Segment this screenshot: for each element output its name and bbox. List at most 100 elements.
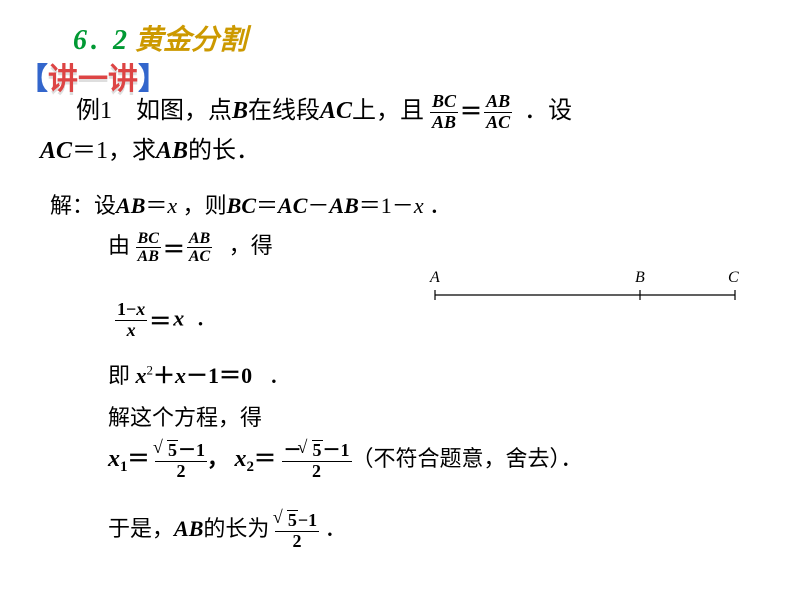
- frac-negroot5-1-2: －5－1 2: [282, 440, 352, 482]
- section-number: 6. 2: [73, 25, 131, 56]
- frac-final: 5−1 2: [275, 510, 319, 552]
- label-B: B: [635, 269, 645, 287]
- num: 1−x: [115, 300, 147, 321]
- sqrt: 5: [302, 440, 323, 461]
- x1: x: [108, 446, 120, 472]
- t4: ．设: [524, 98, 572, 124]
- s1j: AB: [329, 193, 358, 218]
- s5: 解这个方程，得: [108, 405, 262, 430]
- sol-line3: 1−x x ＝x ．: [115, 300, 217, 341]
- t3: 上，且: [352, 98, 424, 124]
- rad: 5: [312, 440, 323, 461]
- m: −: [298, 510, 308, 530]
- frac-bc-ab-2: BC AB: [136, 230, 161, 266]
- s7c: 的长为: [203, 516, 269, 541]
- n: BC: [136, 230, 161, 249]
- eq: ＝: [128, 446, 150, 471]
- s1e: ，则: [177, 193, 227, 218]
- frac-den: AC: [484, 113, 512, 133]
- n1: 1: [117, 299, 126, 319]
- den: 2: [155, 462, 207, 482]
- eq: ＝: [72, 138, 96, 164]
- one: 1: [341, 440, 350, 460]
- var-AB: AB: [156, 138, 188, 164]
- nm: −: [126, 299, 136, 319]
- s2b: ，得: [229, 233, 273, 258]
- num1: 1: [96, 138, 108, 164]
- den: 2: [275, 532, 319, 552]
- label-A: A: [430, 269, 440, 287]
- minus: －: [186, 363, 208, 388]
- var-AC: AC: [320, 98, 352, 124]
- sol-line6: x1＝ 5－1 2 ， x2＝ －5－1 2 （不符合题意，舍去）．: [108, 440, 583, 482]
- rad: 5: [167, 440, 178, 461]
- line-segment-diagram: A B C: [430, 275, 740, 305]
- num: 5−1: [275, 510, 319, 532]
- section-text: 黄金分割: [135, 25, 247, 56]
- eq: ＝: [147, 304, 173, 336]
- zero: 0: [241, 363, 252, 388]
- var-B: B: [232, 98, 248, 124]
- x2: x: [175, 363, 186, 388]
- s2a: 由: [108, 233, 130, 258]
- frac-num: BC: [430, 92, 458, 113]
- rad: 5: [287, 510, 298, 531]
- sub2: 2: [247, 459, 255, 475]
- s4a: 即: [108, 363, 136, 388]
- eq: ＝: [161, 232, 187, 264]
- AB: AB: [174, 516, 203, 541]
- frac-num: AB: [484, 92, 512, 113]
- frac-den: AB: [430, 113, 458, 133]
- eq: ＝: [458, 94, 484, 130]
- t5: ，求: [108, 138, 156, 164]
- frac-root5-1-2: 5－1 2: [155, 440, 207, 482]
- eq: ＝: [254, 446, 276, 471]
- plus: ＋: [153, 363, 175, 388]
- x2: x: [235, 446, 247, 472]
- s1b: AB: [116, 193, 145, 218]
- problem-line1: 例1 如图，点B在线段AC上，且 BC AB ＝ AB AC ．设: [40, 92, 760, 133]
- s1c: ＝: [145, 193, 167, 218]
- dot: ．: [195, 305, 217, 330]
- sqrt: 5: [277, 510, 298, 531]
- dot: ．: [263, 363, 291, 388]
- frac-bc-ab: BC AB: [430, 92, 458, 133]
- s7a: 于是，: [108, 516, 174, 541]
- s1n: x: [414, 193, 424, 218]
- n2: x: [136, 299, 145, 319]
- s1k: ＝: [359, 193, 381, 218]
- s1m: －: [392, 193, 414, 218]
- rhs: x: [173, 305, 184, 330]
- sol-line2: 由 BC AB ＝ AB AC ，得: [108, 228, 273, 266]
- one: 1: [196, 440, 205, 460]
- den: 2: [282, 462, 352, 482]
- one: 1: [208, 363, 219, 388]
- note: （不符合题意，舍去）．: [352, 446, 583, 471]
- var-AC: AC: [40, 138, 72, 164]
- s1d: x: [167, 193, 177, 218]
- frac-ab-ac-2: AB AC: [187, 230, 212, 266]
- s1l: 1: [381, 193, 392, 218]
- comma: ，: [207, 446, 229, 471]
- diagram-svg: [430, 275, 740, 305]
- s1a: 解：设: [50, 193, 116, 218]
- sol-line1: 解：设AB＝x ，则BC＝AC－AB＝1－x ．: [50, 188, 451, 220]
- sub1: 1: [120, 459, 128, 475]
- t1: 例1 如图，点: [76, 98, 232, 124]
- d: x: [115, 321, 147, 341]
- s1i: －: [307, 193, 329, 218]
- eq: ＝: [219, 363, 241, 388]
- m: －: [178, 440, 196, 460]
- label-C: C: [728, 269, 739, 287]
- dot: ．: [325, 516, 347, 541]
- frac-1-x-over-x: 1−x x: [115, 300, 147, 341]
- m: －: [323, 440, 341, 460]
- t6: 的长．: [188, 138, 260, 164]
- s1h: AC: [278, 193, 307, 218]
- one: 1: [308, 510, 317, 530]
- section-title: 6. 2 黄金分割: [73, 18, 247, 58]
- frac-ab-ac: AB AC: [484, 92, 512, 133]
- num: 5－1: [155, 440, 207, 462]
- d: AC: [187, 248, 212, 266]
- sol-line5: 解这个方程，得: [108, 400, 262, 432]
